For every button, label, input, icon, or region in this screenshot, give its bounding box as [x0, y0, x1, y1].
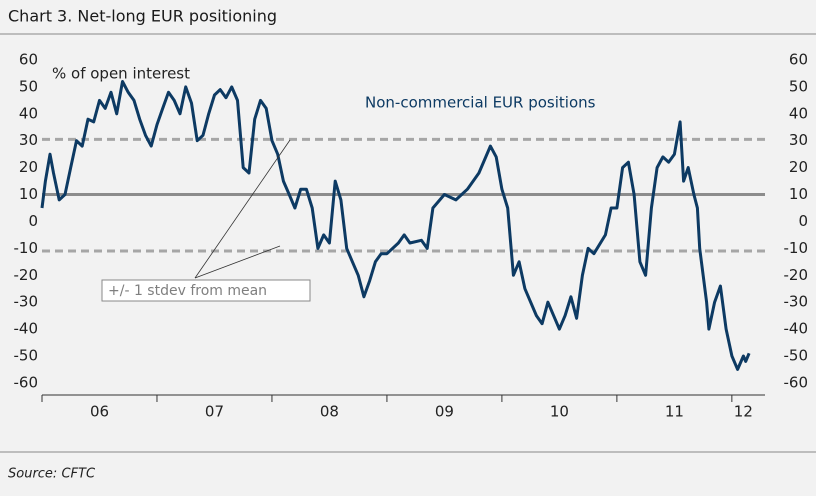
- leader-line: [194, 139, 291, 279]
- y2-tick-label: 50: [789, 77, 808, 95]
- y2-tick-label: -40: [784, 320, 809, 338]
- y-tick-label: 0: [28, 212, 38, 230]
- y2-tick-label: 10: [789, 185, 808, 203]
- annotation-box: [101, 279, 311, 302]
- y2-tick-label: 0: [798, 212, 808, 230]
- y-tick-label: -10: [14, 239, 39, 257]
- x-tick-label: 08: [320, 403, 339, 421]
- y-tick-label: 20: [19, 158, 38, 176]
- y-axis-label: % of open interest: [52, 65, 190, 83]
- y-tick-label: 10: [19, 185, 38, 203]
- x-tick-label: 11: [665, 403, 684, 421]
- y2-tick-label: -50: [784, 346, 809, 364]
- x-tick-label: 10: [550, 403, 569, 421]
- y2-tick-label: -10: [784, 239, 809, 257]
- x-tick-label: 09: [435, 403, 454, 421]
- data-line: [40, 80, 751, 371]
- x-tick-label: 07: [205, 403, 224, 421]
- y-tick-label: 60: [19, 51, 38, 69]
- y2-tick-label: -60: [784, 373, 809, 391]
- x-tick-label: 06: [90, 403, 109, 421]
- y-tick-label: -20: [14, 266, 39, 284]
- annotation: +/- 1 stdev from mean: [108, 283, 267, 299]
- chart-title: Chart 3. Net-long EUR positioning: [8, 7, 277, 26]
- y-tick-label: -60: [14, 373, 39, 391]
- y-tick-label: -40: [14, 320, 39, 338]
- y2-tick-label: 60: [789, 51, 808, 69]
- y-tick-label: 30: [19, 131, 38, 149]
- y-tick-label: 50: [19, 77, 38, 95]
- y2-tick-label: -20: [784, 266, 809, 284]
- y-tick-label: -50: [14, 346, 39, 364]
- leader-line: [194, 245, 281, 279]
- y2-tick-label: -30: [784, 293, 809, 311]
- y2-tick-label: 20: [789, 158, 808, 176]
- y2-tick-label: 40: [789, 104, 808, 122]
- x-tick-label: 12: [734, 403, 753, 421]
- source: Source: CFTC: [8, 467, 96, 482]
- y-tick-label: -30: [14, 293, 39, 311]
- y-tick-label: 40: [19, 104, 38, 122]
- series-label: Non-commercial EUR positions: [365, 94, 596, 112]
- y2-tick-label: 30: [789, 131, 808, 149]
